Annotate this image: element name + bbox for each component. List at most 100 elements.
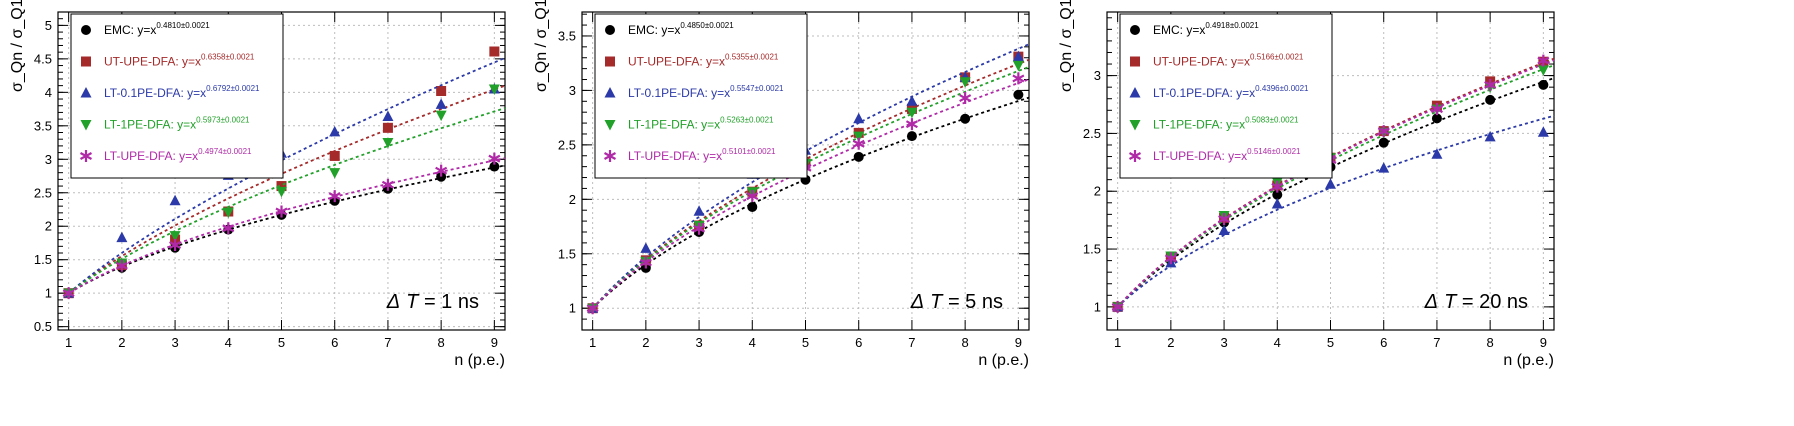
legend-entry-lt-0.1pe-dfa: LT-0.1PE-DFA: y=x0.6792±0.0021 [104,84,260,100]
legend-exponent: 0.5101±0.0021 [722,147,776,156]
annotation-value: = 1 ns [418,291,479,313]
x-tick-label: 7 [1433,335,1440,350]
legend-exponent: 0.5166±0.0021 [1250,53,1304,62]
data-point-lt-upe-dfa [115,259,128,272]
x-tick-label: 7 [384,335,391,350]
data-point-lt-0.1pe-dfa [1537,126,1549,137]
x-tick-label: 9 [1015,335,1022,350]
y-tick-label: 5 [45,18,52,33]
data-point-lt-upe-dfa [1012,72,1025,85]
x-tick-label: 9 [1540,335,1547,350]
legend-label: LT-0.1PE-DFA: y=x [628,86,730,100]
data-point-lt-0.1pe-dfa [640,242,652,253]
data-point-emc [906,131,917,142]
data-point-ut-upe-dfa [276,181,287,192]
legend-label: UT-UPE-DFA: y=x [1153,55,1250,69]
data-point-emc [436,171,447,182]
legend-entry-lt-upe-dfa: LT-UPE-DFA: y=x0.5146±0.0021 [1153,147,1301,163]
data-point-lt-1pe-dfa [1012,60,1024,72]
data-point-emc [1431,113,1442,124]
legend-marker-lt-1pe-dfa [1129,120,1141,131]
data-point-lt-0.1pe-dfa [116,231,128,243]
data-point-lt-1pe-dfa [329,168,341,179]
data-point-lt-upe-dfa [959,92,972,105]
data-point-emc [1538,79,1549,90]
data-point-lt-upe-dfa [169,238,182,251]
data-point-lt-0.1pe-dfa [1378,162,1390,173]
data-point-lt-0.1pe-dfa [169,194,181,206]
legend-entry-lt-upe-dfa: LT-UPE-DFA: y=x0.5101±0.0021 [628,147,776,163]
x-tick-label: 5 [1327,335,1334,350]
legend-exponent: 0.4396±0.0021 [1255,84,1309,93]
legend-exponent: 0.4918±0.0021 [1205,21,1259,30]
x-tick-label: 8 [438,335,445,350]
legend-entry-lt-1pe-dfa: LT-1PE-DFA: y=x0.5083±0.0021 [1153,116,1299,132]
data-point-lt-upe-dfa [62,287,75,300]
legend-marker-lt-upe-dfa [79,150,93,162]
data-point-lt-0.1pe-dfa [329,125,341,137]
x-tick-label: 7 [908,335,915,350]
legend-entry-emc: EMC: y=x0.4810±0.0021 [104,21,210,37]
y-tick-label: 2.5 [558,137,576,152]
data-point-lt-0.1pe-dfa [1484,130,1496,142]
data-point-emc [1272,189,1283,200]
x-tick-label: 9 [491,335,498,350]
data-point-lt-upe-dfa [435,164,448,177]
y-tick-label: 1 [1094,299,1101,314]
x-tick-label: 4 [749,335,756,350]
data-point-lt-upe-dfa [639,256,652,269]
data-point-ut-upe-dfa [436,85,447,96]
legend-label: EMC: y=x [628,23,680,37]
fit-curve-lt-0.1pe-dfa [587,43,1030,314]
data-point-lt-0.1pe-dfa [435,98,447,109]
legend: EMC: y=x0.4810±0.0021 UT-UPE-DFA: y=x0.63… [70,13,284,179]
data-point-lt-upe-dfa [586,302,599,315]
data-point-lt-0.1pe-dfa [1218,224,1230,236]
legend-exponent: 0.5083±0.0021 [1245,116,1299,125]
x-tick-label: 1 [65,335,72,350]
legend-entry-lt-1pe-dfa: LT-1PE-DFA: y=x0.5973±0.0021 [104,116,250,132]
fit-curve-lt-1pe-dfa [587,66,1030,314]
x-tick-label: 3 [171,335,178,350]
legend-label: LT-1PE-DFA: y=x [104,118,196,132]
y-tick-label: 1.5 [34,252,52,267]
legend-box [1119,13,1333,179]
legend-exponent: 0.5547±0.0021 [730,84,784,93]
legend-marker-lt-1pe-dfa [80,120,92,131]
data-point-lt-1pe-dfa [906,107,918,119]
data-point-lt-0.1pe-dfa [906,95,918,106]
y-tick-label: 2 [569,192,576,207]
data-point-lt-0.1pe-dfa [853,112,865,124]
legend-exponent: 0.5146±0.0021 [1247,147,1301,156]
x-axis-label: n (p.e.) [1503,352,1554,369]
legend-marker-emc [1130,25,1140,35]
data-point-lt-upe-dfa [1537,54,1550,67]
legend-label: LT-UPE-DFA: y=x [1153,149,1247,163]
x-tick-label: 2 [118,335,125,350]
legend-entry-ut-upe-dfa: UT-UPE-DFA: y=x0.5355±0.0021 [628,53,779,69]
legend-exponent: 0.5263±0.0021 [720,116,774,125]
legend-label: LT-UPE-DFA: y=x [628,149,722,163]
legend-marker-lt-1pe-dfa [604,120,616,131]
legend-entry-emc: EMC: y=x0.4850±0.0021 [628,21,734,37]
y-axis-label: σ_Qn / σ_Q1 [533,0,550,92]
data-point-emc [1013,89,1024,100]
legend-label: LT-1PE-DFA: y=x [1153,118,1245,132]
fit-curve-lt-upe-dfa [1112,59,1555,313]
legend-label: UT-UPE-DFA: y=x [628,55,725,69]
data-point-ut-upe-dfa [489,46,500,57]
data-point-lt-0.1pe-dfa [382,110,394,121]
x-tick-label: 8 [962,335,969,350]
data-point-lt-1pe-dfa [382,138,394,149]
legend-exponent: 0.6792±0.0021 [206,84,260,93]
legend-marker-ut-upe-dfa [1130,56,1140,67]
legend-label: UT-UPE-DFA: y=x [104,55,201,69]
legend-marker-emc [605,25,615,35]
data-point-lt-1pe-dfa [435,110,447,122]
x-tick-label: 1 [589,335,596,350]
data-point-lt-upe-dfa [1430,103,1443,116]
legend-exponent: 0.5973±0.0021 [196,116,250,125]
data-point-lt-upe-dfa [328,190,341,203]
